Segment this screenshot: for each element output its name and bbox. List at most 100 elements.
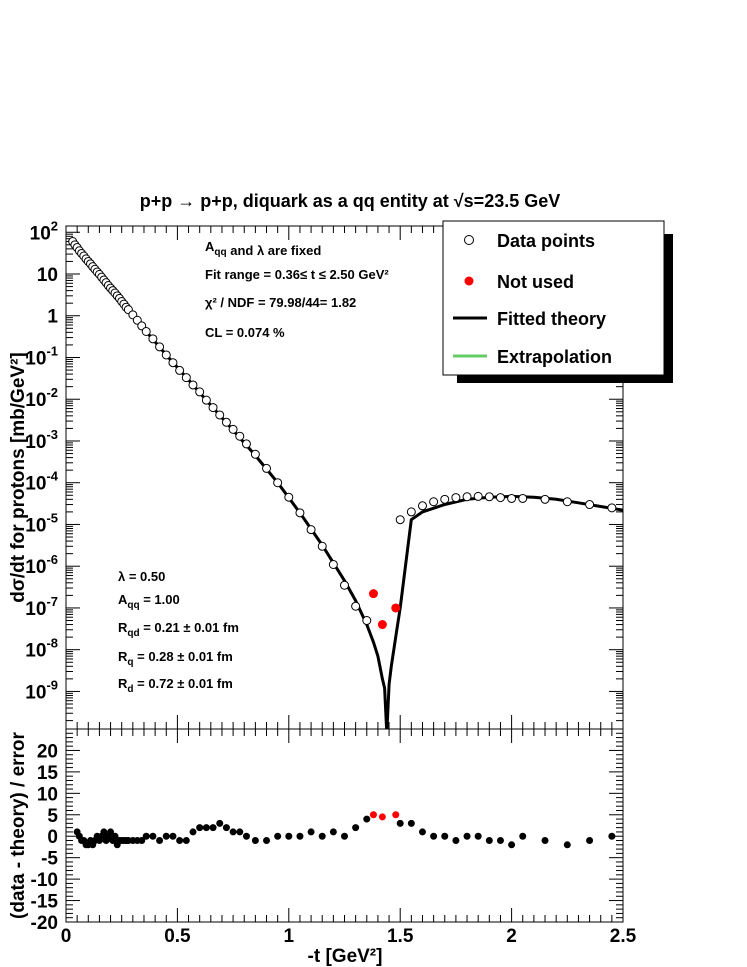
not-used-residual: [378, 813, 386, 821]
legend-label: Not used: [497, 272, 574, 292]
residual-point: [341, 832, 348, 840]
legend-filled-circle-icon: [464, 276, 474, 286]
data-point: [417, 501, 427, 511]
residual-point: [142, 832, 150, 840]
x-axis-title: -t [GeV²]: [308, 946, 383, 967]
residual-point: [107, 828, 115, 836]
residual-point: [274, 832, 282, 840]
data-point: [148, 334, 158, 344]
fit-annotation: Aqq and λ are fixed: [205, 239, 321, 258]
x-tick-label: 0.5: [164, 926, 191, 947]
not-used-point: [377, 620, 387, 630]
residual-point: [496, 837, 504, 845]
residual-point: [463, 832, 471, 840]
legend: Data points Not used Fitted theory Extrapol…: [442, 220, 673, 383]
y-tick-label: 102: [30, 218, 58, 244]
data-point: [235, 431, 245, 441]
not-used-point: [391, 603, 401, 613]
data-point: [562, 497, 572, 507]
data-point: [507, 493, 517, 503]
residual-point: [352, 824, 360, 832]
data-point: [195, 387, 205, 397]
not-used-residual: [369, 811, 377, 819]
residual-point: [285, 832, 293, 840]
residual-point: [176, 837, 184, 845]
data-point: [540, 494, 550, 504]
data-point: [518, 493, 528, 503]
parameter-annotation: Rd = 0.72 ± 0.01 fm: [118, 676, 233, 695]
residual-point: [441, 832, 449, 840]
residual-point: [485, 837, 493, 845]
residual-point: [474, 832, 482, 840]
residual-point: [396, 819, 404, 827]
residual-point: [100, 828, 108, 836]
residual-point: [563, 841, 571, 849]
y-tick-label: 10-5: [25, 510, 58, 536]
data-point: [406, 507, 416, 517]
data-point: [250, 449, 260, 459]
data-point: [201, 395, 211, 405]
data-point: [188, 380, 198, 390]
fit-annotation: CL = 0.074 %: [205, 325, 285, 340]
residual-point: [318, 832, 326, 840]
data-point: [181, 373, 191, 383]
residual-point: [242, 832, 250, 840]
fit-annotation: χ² / NDF = 79.98/44= 1.82: [205, 295, 356, 310]
residual-point: [182, 837, 190, 845]
legend-box: [442, 220, 665, 376]
legend-open-circle-icon: [464, 235, 474, 245]
legend-label: Extrapolation: [497, 347, 612, 367]
data-point: [208, 403, 218, 413]
data-point: [168, 358, 178, 368]
residual-point: [541, 837, 549, 845]
y-tick-label: 10-2: [25, 385, 58, 411]
residual-point: [149, 832, 157, 840]
parameter-annotation: Aqq = 1.00: [118, 592, 180, 611]
residual-point: [329, 828, 337, 836]
data-point: [215, 410, 225, 420]
residual-point: [407, 819, 415, 827]
data-point: [484, 492, 494, 502]
data-point: [495, 493, 505, 503]
y-tick-label: 10-8: [25, 636, 58, 662]
chart-title: p+p → p+p, diquark as a qq entity at √s=…: [140, 191, 561, 211]
data-point: [175, 365, 185, 375]
residual-point: [222, 824, 230, 832]
data-point: [340, 580, 349, 590]
residual-point: [196, 824, 204, 832]
data-point: [295, 508, 305, 518]
y-tick-label: 15: [37, 763, 59, 784]
data-point: [328, 559, 338, 569]
data-point: [429, 497, 439, 507]
residual-data: [73, 811, 616, 849]
residual-point: [156, 837, 164, 845]
lower-frame: [65, 728, 624, 923]
residual-point: [189, 828, 197, 836]
y-axis-title: dσ/dt for protons [mb/GeV²]: [8, 352, 29, 602]
residual-point: [216, 819, 224, 827]
residual-point: [508, 841, 516, 849]
residual-point: [202, 824, 210, 832]
residual-point: [307, 828, 315, 836]
y-tick-label: -20: [31, 913, 58, 934]
residual-point: [519, 832, 527, 840]
data-point: [228, 424, 238, 434]
parameter-annotation: Rq = 0.28 ± 0.01 fm: [118, 649, 233, 668]
y-tick-label: 10: [37, 784, 58, 805]
residual-point: [229, 828, 237, 836]
data-point: [607, 503, 617, 513]
data-point: [155, 342, 165, 352]
y-tick-label: 20: [37, 741, 58, 762]
x-tick-label: 2.5: [610, 926, 637, 947]
data-point: [317, 541, 327, 551]
residual-point: [430, 832, 438, 840]
y-tick-label: 10-4: [25, 469, 58, 495]
y-tick-label: -5: [41, 849, 58, 870]
residual-point: [363, 815, 371, 823]
data-point: [284, 492, 294, 502]
x-tick-label: 1: [284, 926, 295, 947]
data-point: [585, 500, 595, 510]
residual-point: [296, 832, 304, 840]
